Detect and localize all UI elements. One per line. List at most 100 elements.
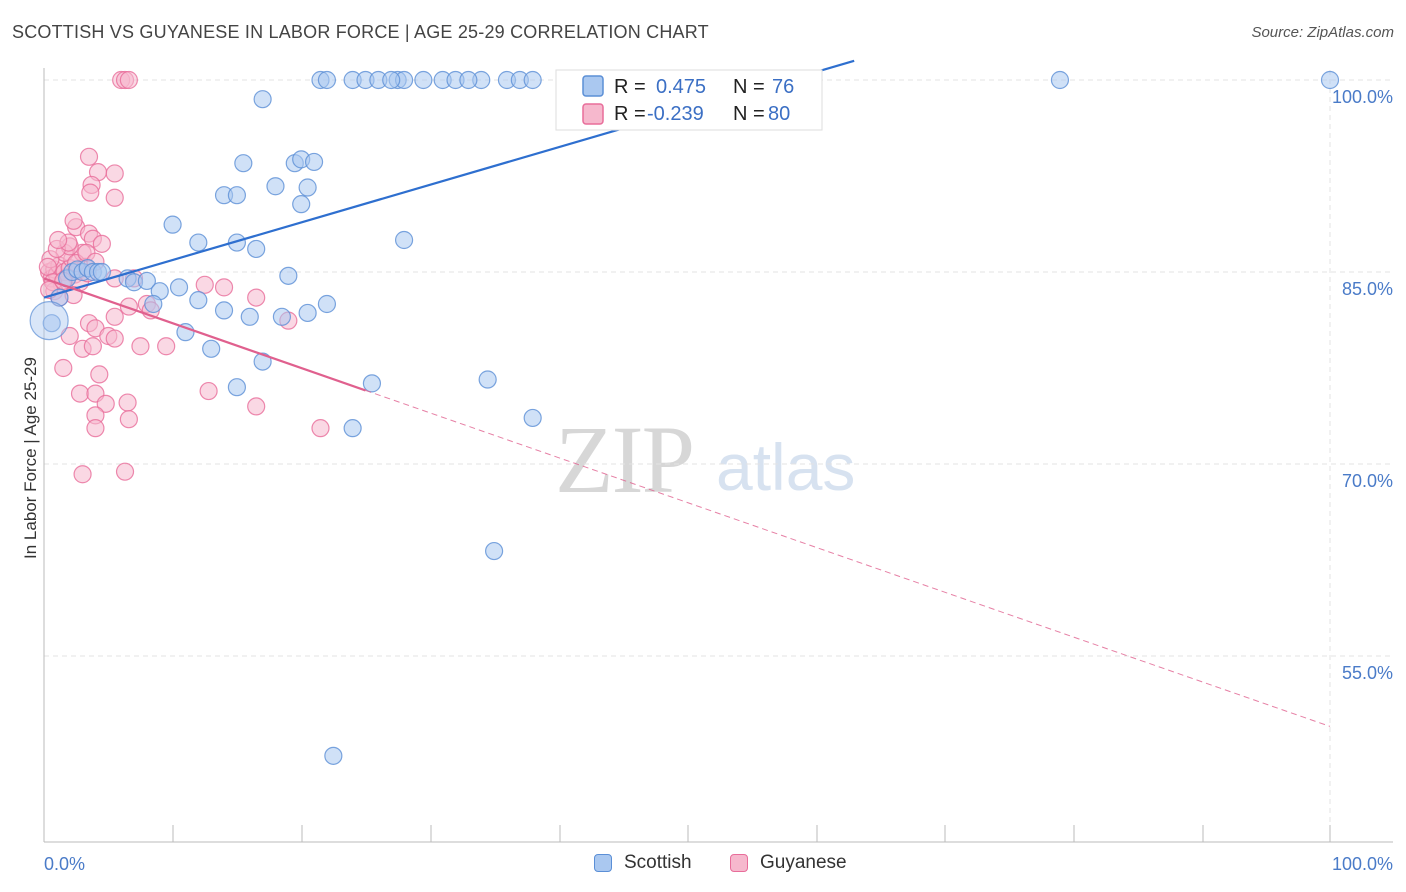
guyanese-point-42 (105, 188, 124, 207)
legend-swatch-scottish (582, 75, 604, 97)
scottish-swatch (594, 854, 612, 872)
guyanese-point-39 (105, 164, 124, 183)
guyanese-point-22 (38, 257, 57, 276)
legend-r-value-guyanese: -0.239 (647, 103, 704, 125)
guyanese-point-34 (92, 234, 111, 253)
scottish-point-71 (324, 746, 343, 765)
scottish-point-37 (234, 154, 253, 173)
scottish-point-21 (317, 294, 337, 314)
scottish-point-24 (253, 352, 272, 371)
scottish-point-23 (202, 339, 221, 358)
guyanese-point-37 (79, 147, 99, 166)
axes (43, 68, 1393, 843)
legend-r-label-guyanese: R = (614, 103, 646, 125)
guyanese-point-70 (73, 465, 92, 484)
y-tick-label-2: 70.0% (1342, 471, 1393, 491)
guyanese-point-50 (119, 297, 138, 316)
guyanese-trend-line (43, 277, 366, 392)
scottish-point-25 (227, 378, 246, 397)
scottish-point-43 (317, 70, 337, 90)
scottish-point-62 (1320, 70, 1340, 90)
scottish-point-35 (298, 178, 317, 197)
watermark-atlas: atlas (716, 430, 855, 504)
scottish-point-64 (414, 70, 433, 90)
legend-n-label-guyanese: N = (733, 103, 765, 125)
legend-item-scottish: Scottish (594, 852, 692, 874)
guyanese-point-72 (195, 275, 214, 294)
legend-n-label-scottish: N = (733, 76, 765, 98)
legend-label-scottish: Scottish (624, 852, 692, 873)
scottish-point-33 (227, 186, 246, 205)
guyanese-point-71 (115, 462, 135, 481)
series-legend: Scottish Guyanese (0, 852, 1406, 878)
guyanese-swatch (730, 854, 748, 872)
scottish-point-17 (144, 294, 163, 314)
scottish-point-12 (137, 271, 156, 291)
legend-n-value-guyanese: 80 (768, 103, 790, 125)
watermark: ZIP atlas (555, 406, 855, 513)
y-tick-labels: 100.0% 85.0% 70.0% 55.0% (1332, 87, 1393, 683)
scottish-point-68 (523, 408, 542, 428)
scottish-point-54 (523, 70, 542, 90)
guyanese-point-65 (96, 394, 115, 413)
correlation-legend: R = 0.475 N = 76 R = -0.239 N = 80 (555, 69, 823, 131)
scottish-point-22 (176, 323, 195, 342)
guyanese-trend-extension (365, 389, 1331, 727)
guyanese-point-66 (118, 393, 137, 412)
scottish-points (29, 70, 1340, 765)
guyanese-point-76 (199, 381, 218, 401)
scottish-point-34 (266, 177, 285, 196)
guyanese-point-69 (86, 419, 105, 438)
legend-r-value-scottish: 0.475 (656, 76, 706, 98)
guyanese-point-29 (49, 230, 68, 250)
legend-label-guyanese: Guyanese (760, 852, 847, 873)
scottish-point-29 (247, 239, 266, 259)
guyanese-point-58 (83, 337, 102, 356)
scottish-point-16 (214, 301, 234, 320)
scottish-point-26 (163, 215, 182, 234)
y-tick-label-3: 55.0% (1342, 663, 1393, 683)
guyanese-point-77 (247, 397, 266, 416)
y-tick-label-1: 85.0% (1342, 279, 1393, 299)
scottish-point-70 (485, 541, 504, 561)
source-credit: Source: ZipAtlas.com (1251, 24, 1394, 41)
guyanese-point-33 (64, 211, 83, 230)
legend-item-guyanese: Guyanese (730, 852, 847, 874)
y-tick-label-0: 100.0% (1332, 87, 1393, 107)
guyanese-point-63 (70, 384, 90, 403)
guyanese-point-60 (157, 337, 176, 356)
scottish-point-63 (382, 70, 401, 90)
scottish-point-36 (292, 195, 311, 214)
scottish-point-19 (272, 307, 292, 326)
legend-swatch-guyanese (582, 103, 604, 125)
guyanese-point-78 (311, 419, 330, 438)
legend-r-label-scottish: R = (614, 76, 646, 98)
scottish-point-30 (279, 266, 298, 285)
scottish-point-20 (298, 303, 317, 323)
scottish-point-27 (189, 233, 208, 252)
x-tick-label-min: 0.0% (44, 854, 85, 874)
guyanese-point-62 (90, 365, 109, 384)
scottish-cluster-point (29, 301, 69, 341)
chart-title: SCOTTISH VS GUYANESE IN LABOR FORCE | AG… (12, 22, 709, 42)
guyanese-point-74 (247, 288, 266, 307)
gridlines (44, 70, 1393, 842)
scottish-point-14 (169, 278, 189, 297)
guyanese-point-49 (105, 307, 124, 326)
guyanese-point-45 (119, 70, 138, 90)
scottish-point-67 (478, 370, 497, 389)
x-tick-label-max: 100.0% (1332, 854, 1393, 874)
y-axis-title: In Labor Force | Age 25-29 (21, 357, 40, 559)
scottish-point-15 (189, 291, 208, 310)
guyanese-points (38, 70, 330, 484)
scottish-point-0 (42, 314, 61, 333)
watermark-zip: ZIP (555, 406, 693, 513)
guyanese-point-61 (54, 358, 73, 378)
guyanese-point-59 (131, 337, 150, 356)
guyanese-point-68 (119, 410, 138, 429)
legend-n-value-scottish: 76 (772, 76, 794, 98)
scottish-point-65 (459, 70, 478, 90)
scottish-point-18 (240, 307, 259, 326)
guyanese-point-73 (214, 278, 234, 297)
